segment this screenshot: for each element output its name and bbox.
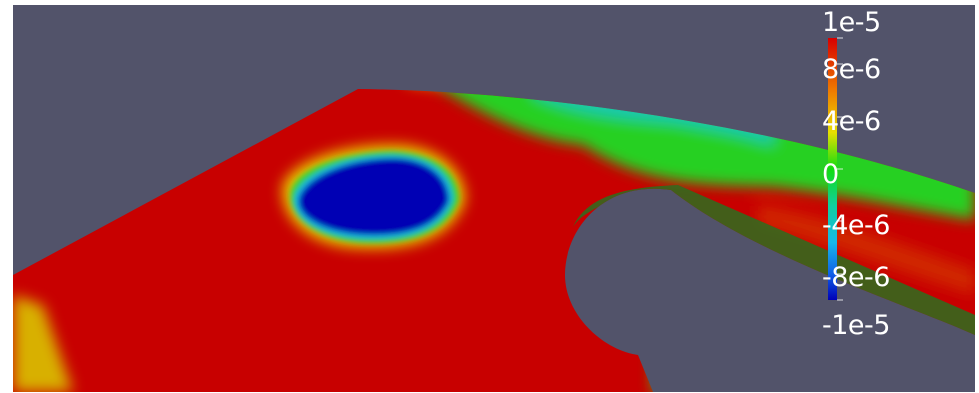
colorbar-label-max: 1e-5 <box>822 7 881 38</box>
field-plot <box>13 5 975 392</box>
colorbar-label-4e-6: 4e-6 <box>822 106 881 137</box>
colorbar-ticks <box>837 37 843 301</box>
colorbar-label-min: -1e-5 <box>822 310 890 341</box>
colorbar-gradient <box>828 38 837 300</box>
colorbar-label-zero: 0 <box>822 159 839 190</box>
colorbar-label-neg-4e-6: -4e-6 <box>822 210 890 241</box>
render-viewport[interactable] <box>13 5 975 392</box>
colorbar-label-8e-6: 8e-6 <box>822 54 881 85</box>
colorbar-label-neg-8e-6: -8e-6 <box>822 262 890 293</box>
